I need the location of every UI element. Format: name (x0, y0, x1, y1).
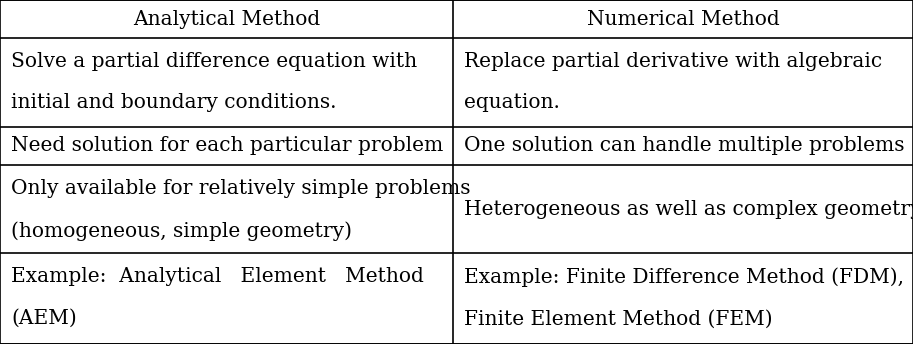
Text: Solve a partial difference equation with
initial and boundary conditions.: Solve a partial difference equation with… (11, 52, 417, 112)
Text: Analytical Method: Analytical Method (132, 10, 320, 29)
Text: Example: Finite Difference Method (FDM),
Finite Element Method (FEM): Example: Finite Difference Method (FDM),… (464, 267, 904, 329)
Text: Heterogeneous as well as complex geometry: Heterogeneous as well as complex geometr… (464, 200, 913, 219)
Text: Only available for relatively simple problems
(homogeneous, simple geometry): Only available for relatively simple pro… (11, 179, 470, 241)
Text: Numerical Method: Numerical Method (586, 10, 780, 29)
Text: One solution can handle multiple problems: One solution can handle multiple problem… (464, 136, 904, 155)
Text: Example:  Analytical   Element   Method
(AEM): Example: Analytical Element Method (AEM) (11, 267, 424, 328)
Text: Need solution for each particular problem: Need solution for each particular proble… (11, 136, 443, 155)
Text: Replace partial derivative with algebraic
equation.: Replace partial derivative with algebrai… (464, 52, 882, 112)
